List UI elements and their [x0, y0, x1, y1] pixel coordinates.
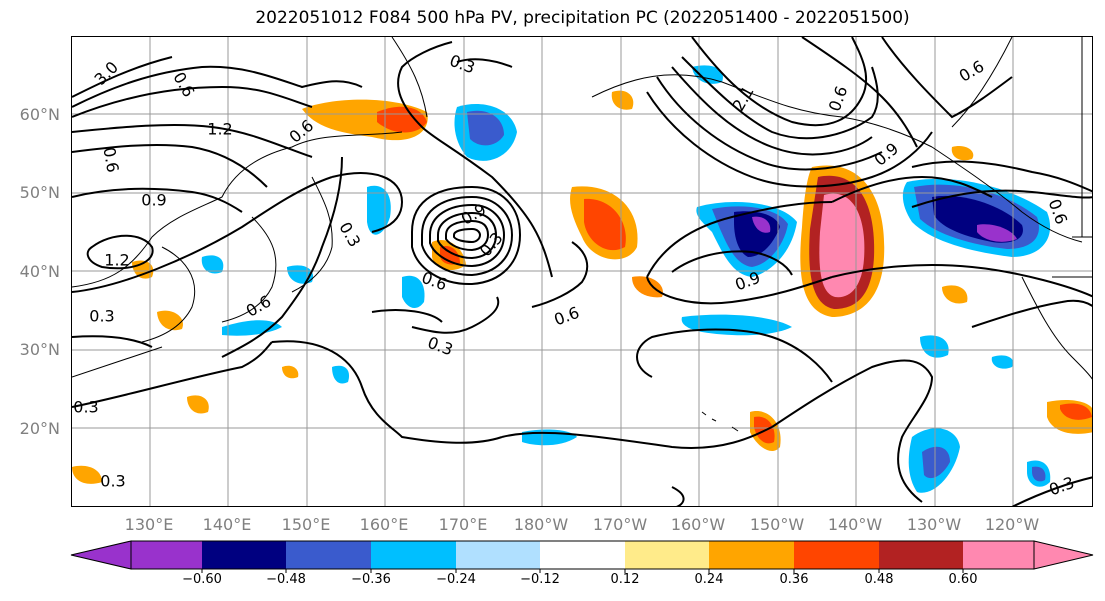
lat-label-40n: 40°N: [19, 262, 60, 281]
colorbar-tick: −0.36: [351, 572, 391, 587]
lon-label-130e: 130°E: [124, 515, 174, 534]
contour-label: 0.3: [73, 398, 98, 417]
colorbar-tick: 0.24: [694, 572, 724, 587]
colorbar-bin: [540, 541, 625, 569]
contour-label: 0.3: [100, 472, 125, 491]
map-canvas: 3.0 1.2 0.6 0.9 1.2 0.3 0.6 0.3 0.6 0.6 …: [72, 37, 1092, 506]
colorbar-tick: −0.60: [182, 572, 222, 587]
colorbar-extend-high: [1033, 540, 1094, 570]
lon-label-150w: 150°W: [749, 515, 805, 534]
lon-label-160e: 160°E: [359, 515, 409, 534]
colorbar-bin: [456, 541, 540, 569]
colorbar-bin: [879, 541, 963, 569]
lon-label-170w: 170°W: [592, 515, 648, 534]
lat-label-60n: 60°N: [19, 105, 60, 124]
lon-label-170e: 170°E: [438, 515, 488, 534]
contour-label: 0.9: [141, 191, 166, 210]
lon-label-130w: 130°W: [906, 515, 962, 534]
pv-contours: [72, 37, 1092, 506]
lon-label-140e: 140°E: [202, 515, 252, 534]
colorbar-bin: [963, 541, 1034, 569]
map-title: 2022051012 F084 500 hPa PV, precipitatio…: [255, 8, 910, 28]
colorbar-bin: [202, 541, 286, 569]
colorbar-tick: 0.60: [948, 572, 978, 587]
colorbar-tick: 0.36: [779, 572, 809, 587]
lon-label-180w: 180°W: [513, 515, 569, 534]
lat-label-20n: 20°N: [19, 419, 60, 438]
colorbar-tick: 0.48: [864, 572, 894, 587]
contour-label: 1.2: [207, 120, 232, 139]
coastlines: [72, 37, 1092, 432]
lat-label-30n: 30°N: [19, 340, 60, 359]
colorbar-tick: −0.24: [436, 572, 476, 587]
lon-label-120w: 120°W: [984, 515, 1040, 534]
colorbar-tick: −0.48: [266, 572, 306, 587]
colorbar-extend-low: [70, 540, 132, 570]
colorbar-bin: [709, 541, 794, 569]
colorbar-tick: 0.12: [610, 572, 640, 587]
colorbar-bin: [794, 541, 879, 569]
colorbar-tick: −0.12: [520, 572, 560, 587]
lat-label-50n: 50°N: [19, 183, 60, 202]
map-panel: 3.0 1.2 0.6 0.9 1.2 0.3 0.6 0.3 0.6 0.6 …: [71, 36, 1093, 507]
lon-label-140w: 140°W: [827, 515, 883, 534]
contour-label: 1.2: [104, 251, 129, 270]
colorbar-bin: [131, 541, 202, 569]
contour-label: 0.6: [99, 146, 122, 174]
colorbar-bin: [371, 541, 456, 569]
colorbar-bin: [625, 541, 709, 569]
lon-label-150e: 150°E: [281, 515, 331, 534]
lon-label-160w: 160°W: [670, 515, 726, 534]
colorbar-bin: [286, 541, 371, 569]
contour-label: 0.3: [89, 307, 114, 326]
